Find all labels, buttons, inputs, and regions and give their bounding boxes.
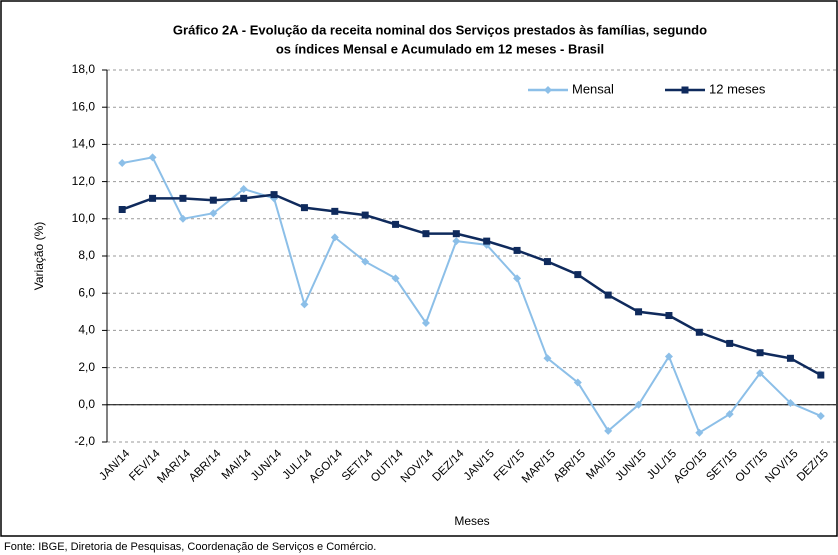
point [695,328,703,336]
legend-label: 12 meses [709,81,766,96]
point [330,233,339,242]
point [118,206,126,213]
y-tick-label: 0,0 [78,397,95,411]
y-tick-label: 14,0 [72,137,96,151]
point [543,258,551,266]
point [148,153,157,162]
point [543,354,552,363]
point [209,209,218,218]
point [725,410,734,419]
point [421,318,430,327]
point [574,271,582,279]
point [681,86,689,94]
point [634,400,643,409]
point [452,237,461,246]
y-tick-label: 8,0 [78,248,95,262]
point [331,207,339,215]
y-tick-label: 10,0 [72,211,96,225]
point [786,398,795,407]
point [756,369,765,378]
y-tick-label: -2,0 [74,434,95,448]
point [513,246,521,254]
point [422,230,430,238]
y-tick-label: 6,0 [78,285,95,299]
point [635,308,643,316]
point [300,300,309,309]
point [604,426,613,435]
point [300,204,308,212]
point [695,428,704,437]
point [483,237,491,245]
y-tick-label: 16,0 [72,99,96,113]
legend-label: Mensal [572,81,614,96]
point [361,211,369,219]
series-line [122,156,822,435]
point [149,194,157,202]
chart-title: os índices Mensal e Acumulado em 12 mese… [276,41,604,56]
x-axis-label: Meses [454,514,489,528]
point [816,411,825,420]
point [239,185,248,194]
point [665,312,673,320]
point [604,291,612,299]
point [513,274,522,283]
y-tick-label: 18,0 [72,62,96,76]
point [270,191,278,199]
point [240,194,248,202]
point [544,86,552,94]
point [756,349,764,357]
point [391,274,400,283]
point [209,196,217,204]
series-line [121,193,822,377]
point [452,230,460,238]
y-tick-label: 12,0 [72,174,96,188]
point [726,339,734,347]
point [179,194,187,202]
y-tick-label: 4,0 [78,323,95,337]
y-tick-label: 2,0 [78,360,95,374]
point [392,220,400,228]
point [786,354,794,362]
point [361,257,370,266]
source: Fonte: IBGE, Diretoria de Pesquisas, Coo… [4,541,376,553]
chart-title: Gráfico 2A - Evolução da receita nominal… [173,22,707,37]
point [817,371,825,379]
point [664,352,673,361]
y-axis-label: Variação (%) [32,222,46,290]
point [178,214,187,223]
point [118,159,127,167]
point [573,378,582,387]
